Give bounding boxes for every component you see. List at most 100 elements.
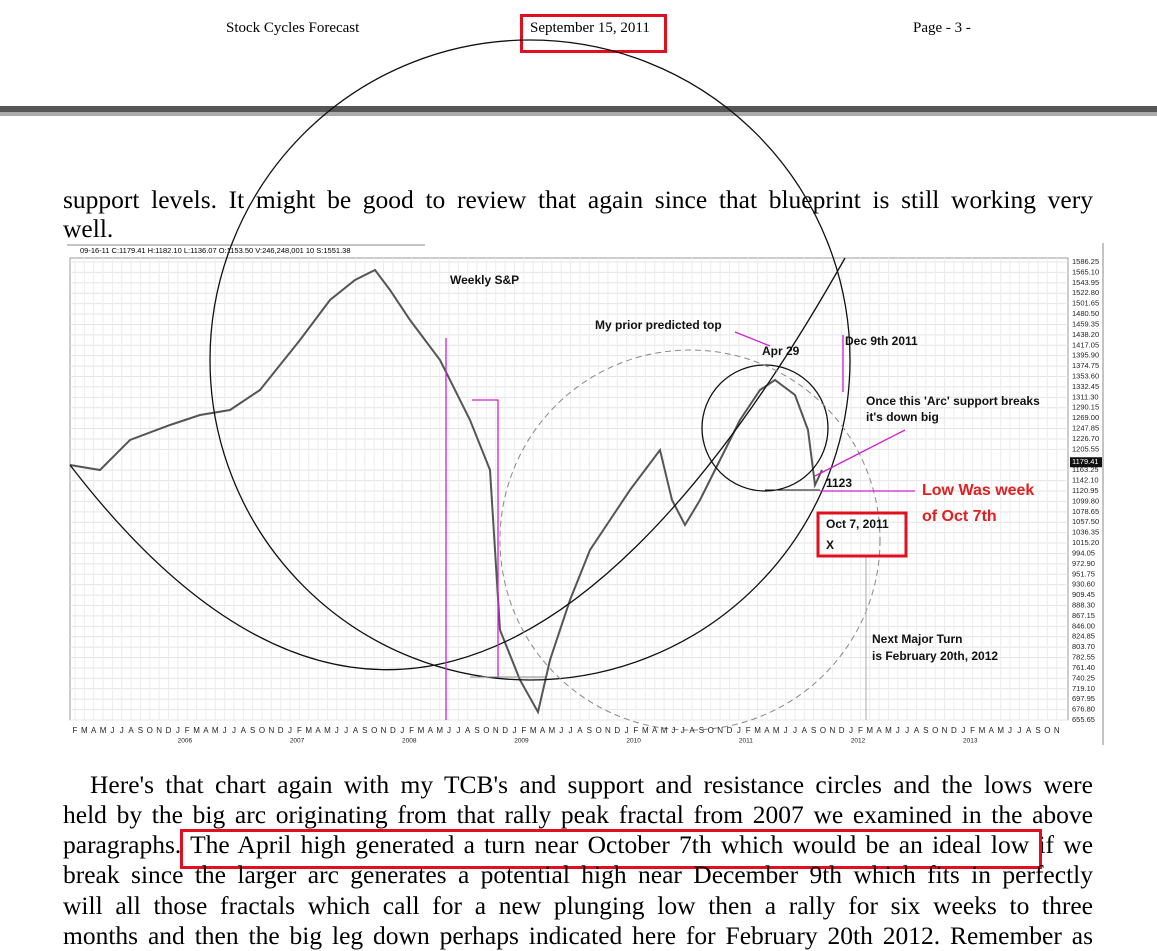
price-label: 1179.41	[1072, 457, 1099, 466]
month-label: J	[1008, 726, 1012, 735]
month-label: O	[595, 726, 601, 735]
y-tick-label: 824.85	[1072, 632, 1095, 641]
header-left: Stock Cycles Forecast	[226, 20, 360, 36]
y-tick-label: 1142.10	[1072, 476, 1099, 485]
y-tick-label: 1565.10	[1072, 267, 1099, 276]
month-label: J	[400, 726, 404, 735]
month-label: J	[288, 726, 292, 735]
year-label: 2009	[514, 738, 529, 745]
y-tick-label: 1311.30	[1072, 392, 1099, 401]
annotation: Oct 7, 2011	[826, 517, 889, 531]
highlight-box	[180, 829, 1042, 869]
y-tick-label: 1374.75	[1072, 361, 1099, 370]
annotation: Dec 9th 2011	[845, 334, 918, 348]
year-label: 2011	[739, 738, 753, 745]
month-label: N	[381, 726, 387, 735]
y-tick-label: 740.25	[1072, 673, 1095, 682]
month-label: O	[708, 726, 714, 735]
year-label: 2007	[290, 738, 305, 745]
month-label: O	[483, 726, 489, 735]
y-tick-label: 994.05	[1072, 548, 1095, 557]
highlight-box	[816, 511, 908, 558]
month-label: A	[203, 726, 209, 735]
annotation: 1123	[826, 476, 852, 490]
y-tick-label: 1480.50	[1072, 309, 1099, 318]
highlight-box	[520, 14, 667, 53]
year-label: 2008	[402, 738, 417, 745]
annotation: Low Was week	[922, 482, 1034, 499]
month-label: A	[315, 726, 321, 735]
month-label: O	[1044, 726, 1050, 735]
month-label: A	[353, 726, 359, 735]
y-tick-label: 1057.50	[1072, 517, 1099, 526]
marker-lines	[445, 331, 915, 720]
month-label: M	[866, 726, 873, 735]
text: if we	[1038, 830, 1094, 859]
y-tick-label: 1501.65	[1072, 299, 1099, 308]
month-label: D	[278, 726, 284, 735]
month-label: A	[914, 726, 920, 735]
annotation: Weekly S&P	[450, 273, 519, 287]
month-label: J	[110, 726, 114, 735]
month-label: M	[773, 726, 780, 735]
arc-big	[69, 257, 846, 671]
year-label: 2010	[626, 738, 641, 745]
month-label: D	[390, 726, 396, 735]
month-label: N	[942, 726, 948, 735]
month-label: M	[212, 726, 219, 735]
month-label: J	[120, 726, 124, 735]
month-label: M	[979, 726, 986, 735]
month-label: N	[717, 726, 723, 735]
month-label: M	[193, 726, 200, 735]
month-label: J	[905, 726, 909, 735]
month-label: A	[540, 726, 546, 735]
y-tick-label: 1120.95	[1072, 486, 1099, 495]
month-label: F	[521, 726, 526, 735]
y-tick-label: 1586.25	[1072, 257, 1099, 266]
month-label: J	[793, 726, 797, 735]
month-label: F	[409, 726, 414, 735]
month-label: F	[297, 726, 302, 735]
y-tick-label: 1015.20	[1072, 538, 1099, 547]
month-label: A	[652, 726, 658, 735]
month-label: A	[91, 726, 97, 735]
month-label: O	[820, 726, 826, 735]
month-label: D	[839, 726, 845, 735]
month-label: A	[876, 726, 882, 735]
month-label: S	[923, 726, 928, 735]
y-tick-label: 697.95	[1072, 694, 1095, 703]
month-label: D	[727, 726, 733, 735]
month-label: A	[689, 726, 695, 735]
y-tick-label: 867.15	[1072, 611, 1095, 620]
price-box	[1070, 457, 1102, 468]
y-tick-label: 972.90	[1072, 559, 1095, 568]
y-tick-label: 1269.00	[1072, 413, 1099, 422]
y-tick-label: 1438.20	[1072, 330, 1099, 339]
y-tick-label: 1332.45	[1072, 382, 1099, 391]
y-tick-label: 1247.85	[1072, 424, 1099, 433]
y-tick-label: 1522.80	[1072, 288, 1099, 297]
month-label: J	[512, 726, 516, 735]
month-label: S	[811, 726, 816, 735]
month-label: A	[989, 726, 995, 735]
month-label: S	[138, 726, 143, 735]
year-label: 2012	[851, 738, 866, 745]
month-label: M	[661, 726, 668, 735]
month-label: F	[634, 726, 639, 735]
month-label: F	[73, 726, 78, 735]
arc-dashed	[499, 349, 881, 731]
month-label: J	[335, 726, 339, 735]
month-label: S	[250, 726, 255, 735]
header-page: Page - 3 -	[913, 20, 971, 36]
month-label: O	[147, 726, 153, 735]
month-label: J	[961, 726, 965, 735]
month-label: N	[829, 726, 835, 735]
y-tick-label: 676.80	[1072, 705, 1095, 714]
month-label: A	[465, 726, 471, 735]
month-label: N	[268, 726, 274, 735]
month-label: A	[1026, 726, 1032, 735]
month-label: N	[493, 726, 499, 735]
month-label: M	[418, 726, 425, 735]
month-label: S	[587, 726, 592, 735]
month-label: M	[436, 726, 443, 735]
